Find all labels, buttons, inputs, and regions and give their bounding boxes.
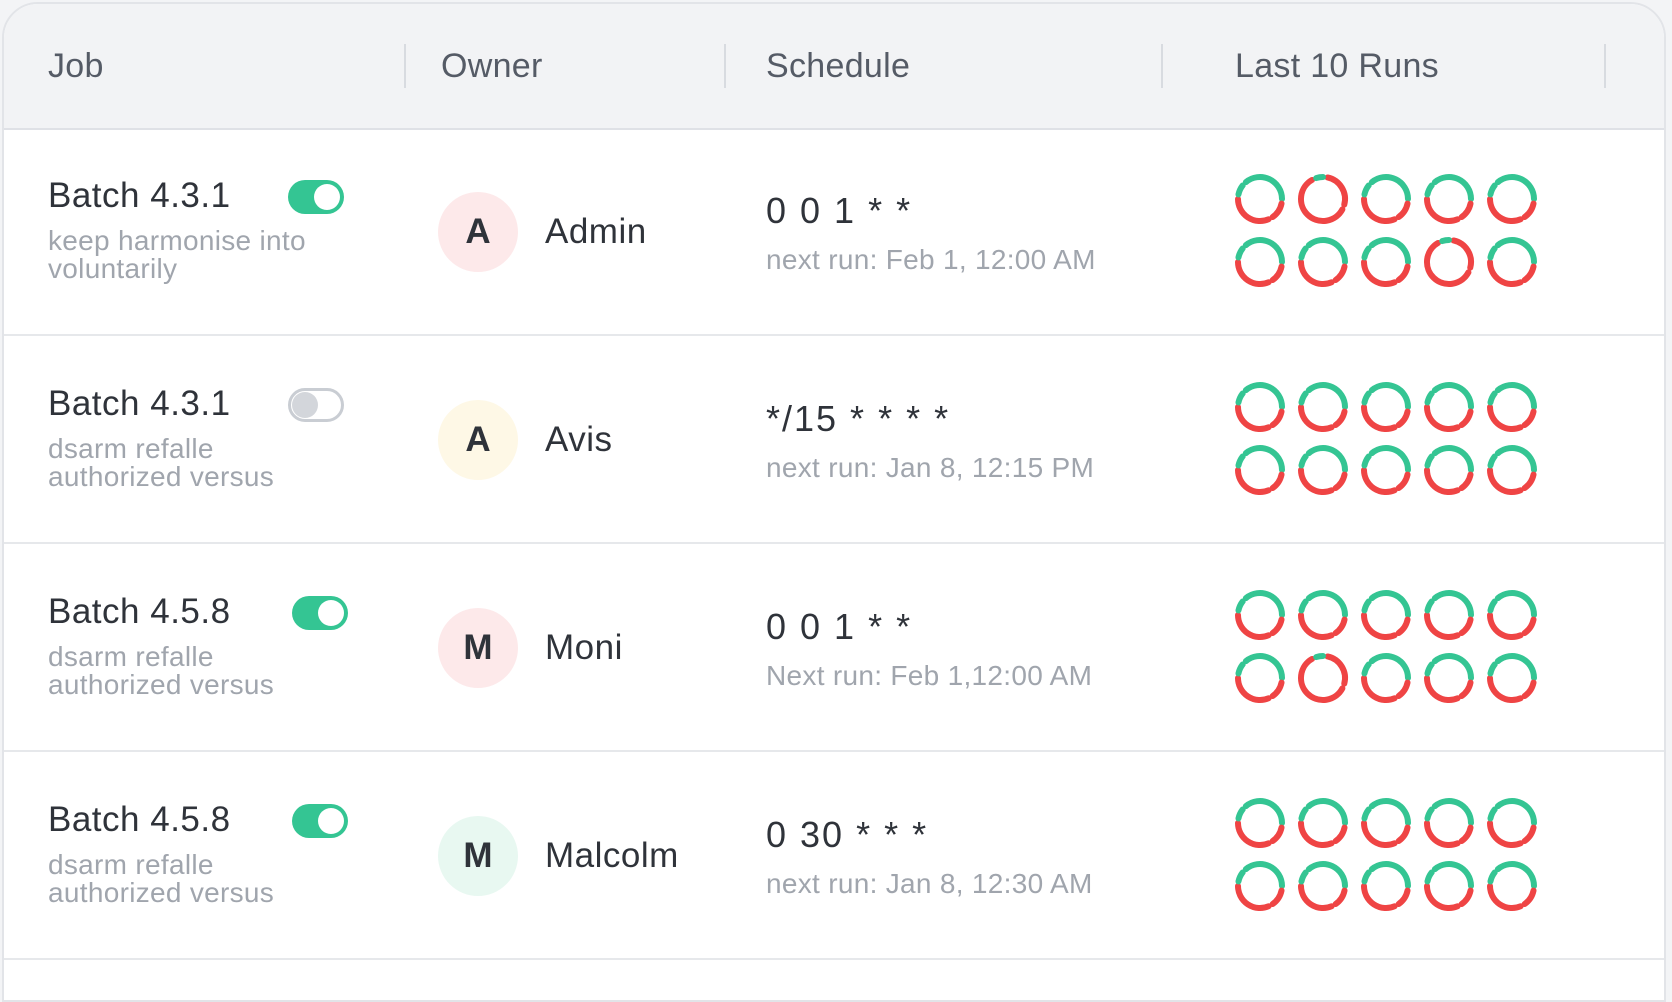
table-row[interactable]: Batch 4.3.1 dsarm refalle authorized ver… [4, 336, 1664, 544]
run-status-mixed-icon[interactable] [1358, 234, 1414, 290]
run-status-mixed-icon[interactable] [1358, 379, 1414, 435]
next-run-time: Next run: Feb 1,12:00 AM [766, 660, 1093, 691]
next-run-time: next run: Jan 8, 12:30 AM [766, 868, 1093, 899]
job-description: keep harmonise into voluntarily [48, 225, 306, 284]
run-status-mixed-icon[interactable] [1484, 587, 1540, 643]
run-status-mixed-icon[interactable] [1232, 650, 1288, 706]
run-status-mixed-icon[interactable] [1295, 379, 1351, 435]
run-status-mixed-icon[interactable] [1232, 379, 1288, 435]
last-runs-grid [1232, 587, 1552, 707]
run-status-mixed-icon[interactable] [1232, 795, 1288, 851]
column-header-last-runs[interactable]: Last 10 Runs [1235, 46, 1439, 85]
table-row[interactable]: Batch 4.5.8 dsarm refalle authorized ver… [4, 752, 1664, 960]
job-enabled-toggle[interactable] [292, 596, 348, 630]
run-status-mixed-icon[interactable] [1358, 171, 1414, 227]
job-description: dsarm refalle authorized versus [48, 433, 275, 492]
run-status-mixed-icon[interactable] [1295, 587, 1351, 643]
run-status-mixed-icon[interactable] [1421, 858, 1477, 914]
owner-avatar: A [438, 192, 518, 272]
run-status-mixed-icon[interactable] [1484, 442, 1540, 498]
run-status-mixed-icon[interactable] [1358, 650, 1414, 706]
run-status-mixed-icon[interactable] [1295, 234, 1351, 290]
job-enabled-toggle[interactable] [292, 804, 348, 838]
run-status-mixed-icon[interactable] [1421, 587, 1477, 643]
run-status-mixed-icon[interactable] [1358, 442, 1414, 498]
job-enabled-toggle[interactable] [288, 388, 344, 422]
run-status-mixed-icon[interactable] [1484, 650, 1540, 706]
run-status-mixed-icon[interactable] [1421, 650, 1477, 706]
run-status-mixed-icon[interactable] [1421, 379, 1477, 435]
column-divider [724, 44, 726, 88]
run-status-mixed-icon[interactable] [1484, 795, 1540, 851]
run-status-failed-icon[interactable] [1295, 171, 1351, 227]
last-runs-grid [1232, 171, 1552, 291]
cron-expression: 0 0 1 * * [766, 606, 913, 647]
column-divider [1604, 44, 1606, 88]
job-name: Batch 4.5.8 [48, 800, 231, 839]
run-status-mixed-icon[interactable] [1232, 442, 1288, 498]
run-status-mixed-icon[interactable] [1358, 587, 1414, 643]
toggle-knob [314, 184, 340, 210]
next-run-time: next run: Jan 8, 12:15 PM [766, 452, 1095, 483]
job-name: Batch 4.3.1 [48, 384, 231, 423]
cron-expression: 0 0 1 * * [766, 190, 913, 231]
last-runs-grid [1232, 795, 1552, 915]
column-divider [1161, 44, 1163, 88]
run-status-failed-icon[interactable] [1295, 650, 1351, 706]
cron-expression: 0 30 * * * [766, 814, 929, 855]
run-status-mixed-icon[interactable] [1421, 795, 1477, 851]
column-header-schedule[interactable]: Schedule [766, 46, 911, 85]
run-status-mixed-icon[interactable] [1484, 171, 1540, 227]
job-name: Batch 4.5.8 [48, 592, 231, 631]
job-name: Batch 4.3.1 [48, 176, 231, 215]
run-status-mixed-icon[interactable] [1232, 587, 1288, 643]
owner-name: Moni [545, 628, 623, 667]
last-runs-grid [1232, 379, 1552, 499]
run-status-failed-icon[interactable] [1421, 234, 1477, 290]
owner-name: Malcolm [545, 836, 679, 875]
column-divider [404, 44, 406, 88]
toggle-knob [318, 808, 344, 834]
table-header: Job Owner Schedule Last 10 Runs [4, 4, 1664, 130]
next-run-time: next run: Feb 1, 12:00 AM [766, 244, 1096, 275]
run-status-mixed-icon[interactable] [1484, 234, 1540, 290]
run-status-mixed-icon[interactable] [1358, 858, 1414, 914]
table-row[interactable]: Batch 4.3.1 keep harmonise into voluntar… [4, 128, 1664, 336]
run-status-mixed-icon[interactable] [1232, 171, 1288, 227]
toggle-knob [292, 392, 318, 418]
run-status-mixed-icon[interactable] [1232, 858, 1288, 914]
run-status-mixed-icon[interactable] [1421, 171, 1477, 227]
job-description: dsarm refalle authorized versus [48, 849, 275, 908]
run-status-mixed-icon[interactable] [1232, 234, 1288, 290]
run-status-mixed-icon[interactable] [1421, 442, 1477, 498]
job-description: dsarm refalle authorized versus [48, 641, 275, 700]
toggle-knob [318, 600, 344, 626]
owner-avatar: M [438, 608, 518, 688]
run-status-mixed-icon[interactable] [1295, 858, 1351, 914]
job-enabled-toggle[interactable] [288, 180, 344, 214]
run-status-mixed-icon[interactable] [1295, 442, 1351, 498]
owner-name: Avis [545, 420, 613, 459]
column-header-owner[interactable]: Owner [441, 46, 543, 85]
owner-avatar: M [438, 816, 518, 896]
run-status-mixed-icon[interactable] [1484, 379, 1540, 435]
owner-name: Admin [545, 212, 647, 251]
run-status-mixed-icon[interactable] [1484, 858, 1540, 914]
table-row[interactable]: Batch 4.5.8 dsarm refalle authorized ver… [4, 544, 1664, 752]
column-header-job[interactable]: Job [48, 46, 104, 85]
run-status-mixed-icon[interactable] [1358, 795, 1414, 851]
owner-avatar: A [438, 400, 518, 480]
run-status-mixed-icon[interactable] [1295, 795, 1351, 851]
cron-expression: */15 * * * * [766, 398, 951, 439]
